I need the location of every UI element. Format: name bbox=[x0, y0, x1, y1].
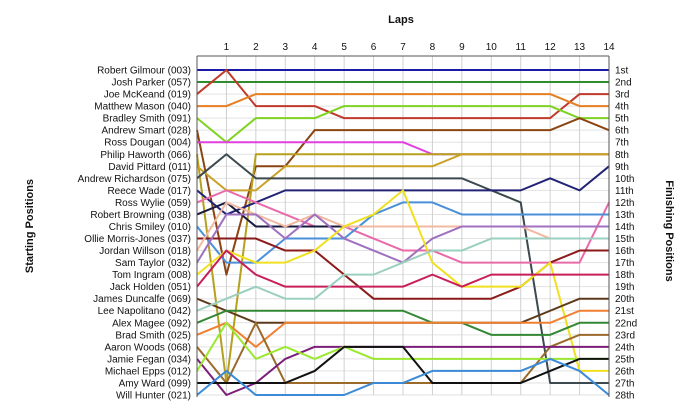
finishing-position-label: 21st bbox=[615, 306, 634, 317]
series-line-27 bbox=[197, 345, 609, 384]
driver-name-label: Alex Magee (092) bbox=[112, 318, 191, 329]
finishing-position-label: 11th bbox=[615, 186, 634, 197]
x-tick-label: 14 bbox=[603, 42, 615, 53]
finishing-position-label: 28th bbox=[615, 391, 634, 402]
finishing-position-label: 2nd bbox=[615, 78, 632, 89]
series-line-21 bbox=[196, 237, 609, 312]
finishing-position-label: 19th bbox=[615, 282, 634, 293]
x-tick-label: 13 bbox=[574, 42, 586, 53]
driver-name-label: Chris Smiley (010) bbox=[109, 222, 191, 233]
x-tick-label: 9 bbox=[459, 42, 465, 53]
series-line-6 bbox=[196, 117, 610, 276]
driver-name-label: Sam Taylor (032) bbox=[115, 258, 191, 269]
finishing-position-label: 8th bbox=[615, 150, 629, 161]
series-line-23 bbox=[196, 309, 609, 348]
driver-name-label: Aaron Woods (068) bbox=[104, 342, 191, 353]
driver-name-label: David Pittard (011) bbox=[108, 162, 191, 173]
finishing-position-label: 17th bbox=[615, 258, 634, 269]
finishing-position-label: 26th bbox=[615, 366, 634, 377]
series-line-5 bbox=[196, 105, 609, 144]
x-tick-label: 7 bbox=[400, 42, 406, 53]
x-tick-label: 5 bbox=[341, 42, 347, 53]
y-axis-label-left: Starting Positions bbox=[24, 179, 36, 273]
series-line-14 bbox=[196, 201, 609, 264]
x-tick-label: 4 bbox=[312, 42, 318, 53]
finishing-position-label: 14th bbox=[615, 222, 634, 233]
driver-name-label: Jamie Fegan (034) bbox=[107, 354, 191, 365]
driver-name-label: Robert Gilmour (003) bbox=[97, 66, 191, 77]
driver-name-label: Ollie Morris-Jones (037) bbox=[84, 234, 191, 245]
driver-name-label: Amy Ward (099) bbox=[119, 378, 191, 389]
finishing-position-label: 27th bbox=[615, 378, 634, 389]
driver-name-label: Joe McKeand (019) bbox=[104, 90, 191, 101]
driver-name-label: Jordan Willson (018) bbox=[99, 246, 191, 257]
x-tick-label: 12 bbox=[545, 42, 557, 53]
finishing-position-label: 13th bbox=[615, 210, 634, 221]
finishing-position-label: 4th bbox=[615, 102, 629, 113]
series-line-16 bbox=[196, 201, 609, 252]
finishing-position-label: 15th bbox=[615, 234, 634, 245]
driver-name-label: Ross Wylie (059) bbox=[115, 198, 191, 209]
driver-name-label: Matthew Mason (040) bbox=[94, 102, 191, 113]
finishing-position-label: 23rd bbox=[615, 330, 635, 341]
driver-name-label: James Duncalfe (069) bbox=[93, 294, 191, 305]
finishing-position-label: 6th bbox=[615, 126, 629, 137]
series-line-4 bbox=[197, 93, 609, 108]
series-line-9 bbox=[196, 153, 609, 192]
series-line-22 bbox=[196, 309, 609, 336]
driver-name-label: Lee Napolitano (042) bbox=[98, 306, 191, 317]
finishing-position-label: 20th bbox=[615, 294, 634, 305]
driver-name-label: Robert Browning (038) bbox=[90, 210, 191, 221]
x-tick-label: 2 bbox=[253, 42, 259, 53]
x-tick-label: 6 bbox=[371, 42, 377, 53]
driver-name-label: Michael Epps (012) bbox=[105, 366, 191, 377]
driver-name-label: Andrew Smart (028) bbox=[102, 126, 191, 137]
finishing-position-label: 16th bbox=[615, 246, 634, 257]
finishing-position-label: 3rd bbox=[615, 90, 629, 101]
series-line-28 bbox=[196, 357, 610, 396]
driver-name-label: Will Hunter (021) bbox=[116, 391, 191, 402]
finishing-position-label: 12th bbox=[615, 198, 634, 209]
x-tick-label: 11 bbox=[516, 42, 527, 53]
x-tick-label: 1 bbox=[224, 42, 230, 53]
driver-name-label: Andrew Richardson (075) bbox=[78, 174, 191, 185]
series-line-3 bbox=[196, 69, 609, 120]
finishing-position-label: 18th bbox=[615, 270, 634, 281]
driver-name-label: Reece Wade (017) bbox=[107, 186, 191, 197]
y-axis-label-right: Finishing Positions bbox=[663, 180, 675, 281]
finishing-position-label: 25th bbox=[615, 354, 634, 365]
finishing-position-label: 22nd bbox=[615, 318, 637, 329]
series-line-19 bbox=[196, 249, 609, 288]
x-tick-label: 8 bbox=[430, 42, 436, 53]
driver-name-label: Philip Haworth (066) bbox=[100, 150, 191, 161]
series-lines bbox=[196, 69, 610, 396]
finishing-position-label: 9th bbox=[615, 162, 629, 173]
finishing-position-label: 24th bbox=[615, 342, 634, 353]
driver-name-label: Brad Smith (025) bbox=[115, 330, 191, 341]
driver-name-label: Tom Ingram (008) bbox=[112, 270, 191, 281]
chart-title: Laps bbox=[388, 14, 414, 26]
series-line-26 bbox=[196, 321, 609, 372]
x-tick-label: 3 bbox=[283, 42, 289, 53]
driver-name-label: Ross Dougan (004) bbox=[104, 138, 191, 149]
driver-name-label: Josh Parker (057) bbox=[112, 78, 191, 89]
series-line-18 bbox=[196, 189, 609, 372]
driver-name-label: Bradley Smith (091) bbox=[103, 114, 191, 125]
x-tick-label: 10 bbox=[486, 42, 498, 53]
finishing-position-label: 7th bbox=[615, 138, 629, 149]
driver-name-label: Jack Holden (051) bbox=[110, 282, 191, 293]
finishing-position-label: 1st bbox=[615, 66, 629, 77]
finishing-position-label: 10th bbox=[615, 174, 634, 185]
finishing-position-label: 5th bbox=[615, 114, 629, 125]
series-line-12 bbox=[196, 189, 610, 264]
